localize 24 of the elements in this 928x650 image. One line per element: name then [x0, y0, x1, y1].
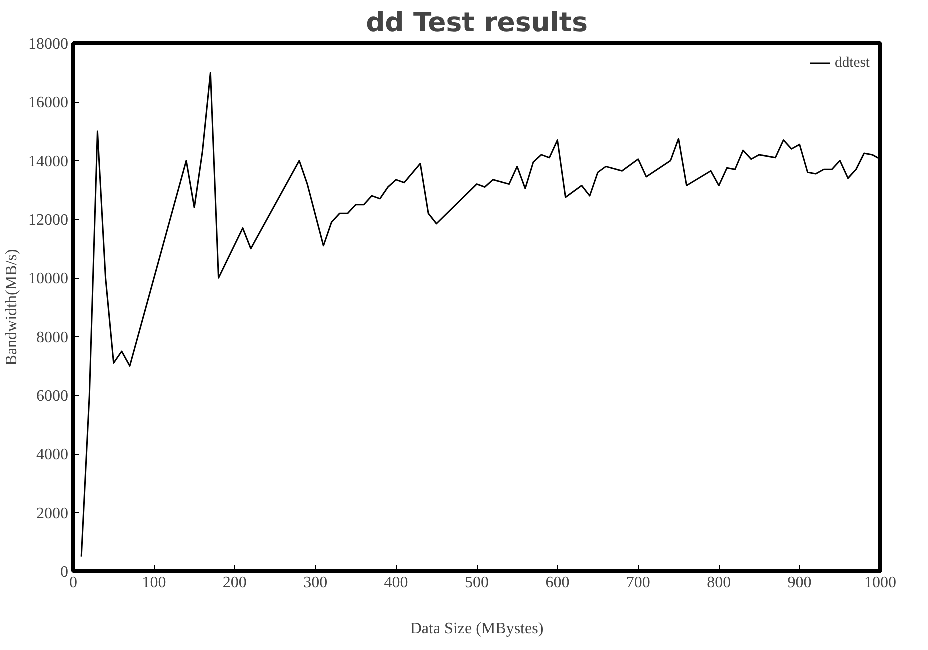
x-tick-label: 700 — [626, 574, 650, 592]
x-tick-label: 400 — [384, 574, 408, 592]
x-tick-label: 800 — [707, 574, 732, 592]
y-tick-label: 2000 — [36, 505, 68, 522]
y-tick-label: 10000 — [28, 270, 68, 288]
y-tick-label: 0 — [60, 564, 68, 581]
x-tick-label: 200 — [222, 574, 247, 592]
chart-title: dd Test results — [366, 8, 588, 38]
x-tick-label: 900 — [788, 574, 812, 592]
x-tick-label: 500 — [465, 574, 489, 592]
y-axis-title: Bandwidth(MB/s) — [4, 249, 20, 366]
x-tick-label: 100 — [142, 574, 166, 592]
y-tick-label: 16000 — [28, 94, 68, 112]
x-tick-label: 1000 — [864, 574, 896, 592]
y-tick-label: 12000 — [28, 212, 68, 229]
legend-label: ddtest — [834, 54, 870, 72]
y-tick-label: 4000 — [36, 446, 68, 464]
x-tick-label: 300 — [304, 574, 328, 592]
y-tick-label: 6000 — [36, 388, 68, 405]
x-axis-title: Data Size (MBystes) — [410, 620, 544, 638]
x-tick-label: 600 — [546, 574, 570, 592]
y-tick-label: 14000 — [28, 153, 68, 170]
y-tick-label: 18000 — [28, 36, 68, 53]
y-tick-label: 8000 — [36, 329, 68, 346]
